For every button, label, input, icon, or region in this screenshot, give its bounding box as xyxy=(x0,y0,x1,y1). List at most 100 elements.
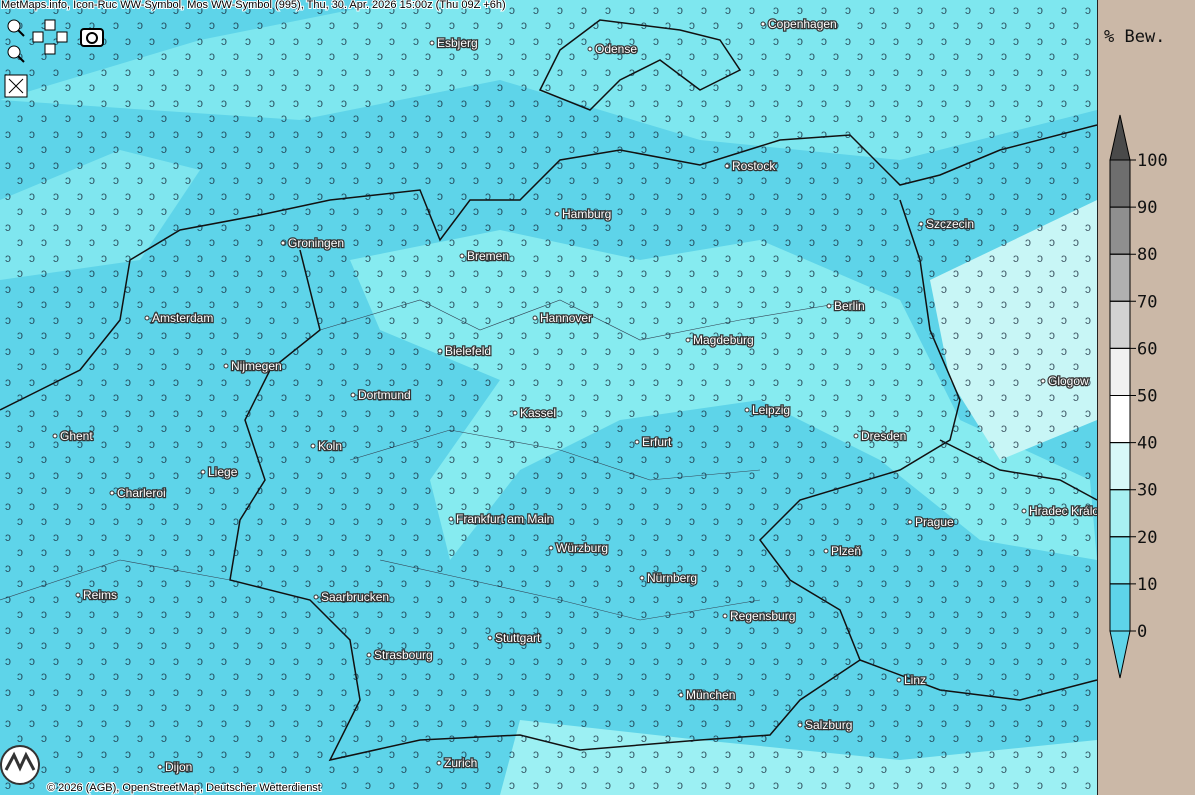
city-label: Berlin xyxy=(834,299,865,313)
city-dot xyxy=(685,337,691,343)
city-label: Hamburg xyxy=(562,207,611,221)
legend-label: 50 xyxy=(1137,387,1157,407)
legend-swatch xyxy=(1109,253,1131,302)
city-dot xyxy=(487,635,493,641)
city-dot xyxy=(1021,508,1027,514)
legend-swatch xyxy=(1109,347,1131,396)
city-dot xyxy=(313,594,319,600)
city-label: Salzburg xyxy=(805,718,852,732)
city-dot xyxy=(200,469,206,475)
city-label: Nürnberg xyxy=(647,571,697,585)
legend-swatch xyxy=(1109,489,1131,538)
city-label: Bremen xyxy=(467,249,509,263)
legend-label: 60 xyxy=(1137,339,1157,359)
city-dot xyxy=(144,315,150,321)
zoom-in[interactable] xyxy=(7,19,25,37)
city-dot xyxy=(437,348,443,354)
copyright: © 2026 (AGB), OpenStreetMap, Deutscher W… xyxy=(47,782,321,794)
pan-control[interactable] xyxy=(32,19,68,55)
city-dot xyxy=(448,516,454,522)
city-dot xyxy=(109,490,115,496)
city-label: Hannover xyxy=(540,311,592,325)
legend-swatch xyxy=(1109,395,1131,444)
legend-swatch xyxy=(1109,206,1131,255)
city-label: Stuttgart xyxy=(495,631,541,645)
city-dot xyxy=(634,439,640,445)
legend-swatch xyxy=(1109,442,1131,491)
legend-label: 100 xyxy=(1137,151,1168,171)
city-dot xyxy=(223,363,229,369)
city-dot xyxy=(52,433,58,439)
city-label: Frankfurt am Main xyxy=(456,512,553,526)
city-dot xyxy=(459,253,465,259)
city-label: Zurich xyxy=(444,756,477,770)
city-dot xyxy=(366,652,372,658)
city-label: Hradec Králové xyxy=(1029,504,1112,518)
city-dot xyxy=(429,40,435,46)
city-label: Odense xyxy=(595,42,637,56)
city-dot xyxy=(310,443,316,449)
city-label: Reims xyxy=(83,588,117,602)
city-label: Groningen xyxy=(288,236,344,250)
city-label: Regensburg xyxy=(730,609,795,623)
city-label: Szczecin xyxy=(926,217,974,231)
city-label: Charleroi xyxy=(117,486,166,500)
city-dot xyxy=(639,575,645,581)
zoom-out[interactable] xyxy=(7,45,25,63)
header-title: MetMaps.info, Icon-Ruc WW-Symbol, Mos WW… xyxy=(1,0,506,11)
city-dot xyxy=(548,545,554,551)
city-dot xyxy=(826,303,832,309)
logo xyxy=(0,745,40,785)
legend-bottom-arrow xyxy=(1109,630,1131,679)
city-label: Esbjerg xyxy=(437,36,478,50)
legend-label: 40 xyxy=(1137,434,1157,454)
city-dot xyxy=(75,592,81,598)
city-label: Linz xyxy=(904,673,926,687)
fullscreen-button[interactable] xyxy=(4,74,28,98)
city-label: Würzburg xyxy=(556,541,608,555)
city-dot xyxy=(907,519,913,525)
legend-swatch xyxy=(1109,159,1131,208)
city-label: Bielefeld xyxy=(445,344,491,358)
city-label: Strasbourg xyxy=(374,648,433,662)
city-label: Glogow xyxy=(1048,374,1089,388)
city-label: Copenhagen xyxy=(768,17,837,31)
legend-swatch xyxy=(1109,536,1131,585)
legend-label: 10 xyxy=(1137,575,1157,595)
city-dot xyxy=(436,760,442,766)
city-dot xyxy=(853,433,859,439)
city-dot xyxy=(157,764,163,770)
screenshot-button[interactable] xyxy=(80,28,104,47)
legend-label: 70 xyxy=(1137,292,1157,312)
city-dot xyxy=(512,410,518,416)
city-label: Koln xyxy=(318,439,342,453)
city-label: Rostock xyxy=(732,159,776,173)
legend-label: 0 xyxy=(1137,622,1147,642)
legend-swatch xyxy=(1109,300,1131,349)
weather-symbols xyxy=(0,0,1097,795)
legend-title: % Bew. xyxy=(1104,27,1165,47)
city-label: Nijmegen xyxy=(231,359,282,373)
city-label: Dijon xyxy=(165,760,192,774)
city-dot xyxy=(823,548,829,554)
legend-label: 30 xyxy=(1137,481,1157,501)
city-dot xyxy=(797,722,803,728)
city-dot xyxy=(554,211,560,217)
city-label: Dresden xyxy=(861,429,906,443)
city-label: Leipzig xyxy=(752,403,790,417)
city-dot xyxy=(760,21,766,27)
city-label: Plzeň xyxy=(831,544,861,558)
city-dot xyxy=(744,407,750,413)
city-label: Erfurt xyxy=(642,435,672,449)
city-dot xyxy=(587,46,593,52)
city-dot xyxy=(280,240,286,246)
city-label: Saarbrucken xyxy=(321,590,389,604)
city-label: Dortmund xyxy=(358,388,411,402)
city-label: Ghent xyxy=(60,429,93,443)
city-label: München xyxy=(686,688,735,702)
city-dot xyxy=(350,392,356,398)
city-dot xyxy=(722,613,728,619)
